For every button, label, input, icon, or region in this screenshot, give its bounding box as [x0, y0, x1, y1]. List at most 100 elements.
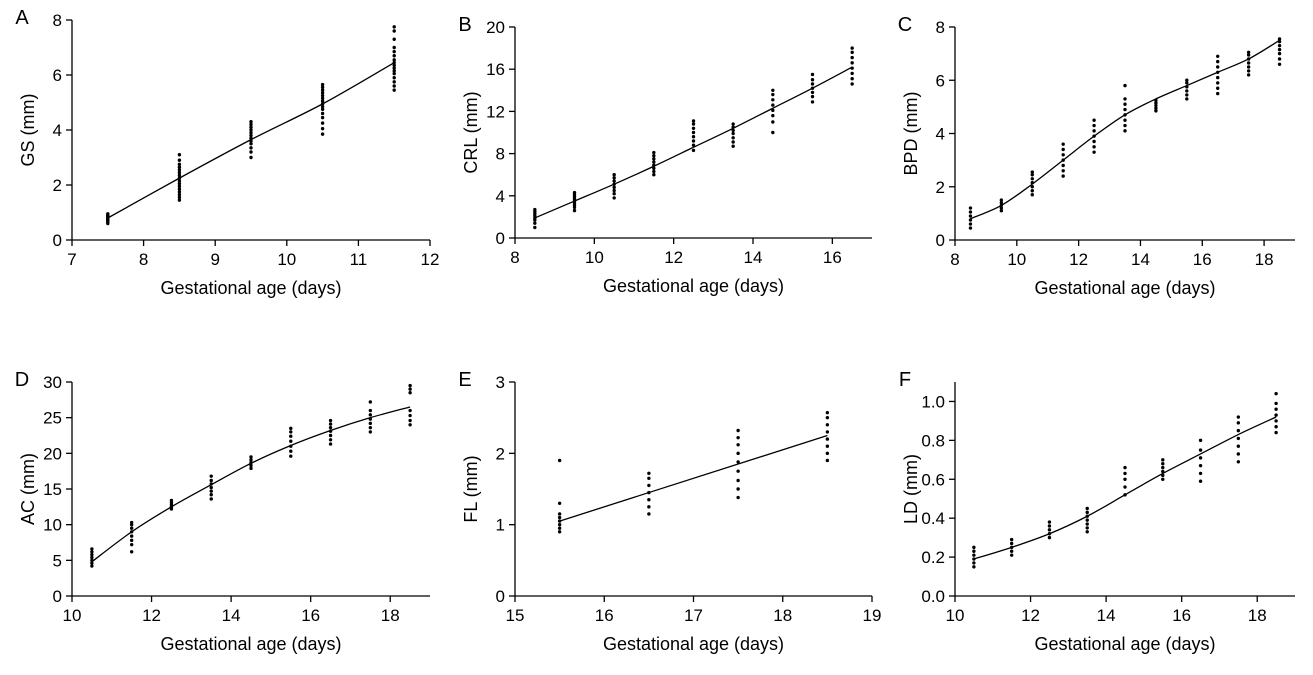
x-tick-label: 10 — [1007, 250, 1026, 269]
data-point — [1236, 415, 1241, 419]
data-point — [177, 153, 182, 157]
x-tick-label: 9 — [210, 250, 219, 269]
data-point — [647, 490, 651, 495]
y-tick-label: 30 — [43, 373, 62, 392]
data-point — [320, 99, 325, 103]
data-point — [557, 519, 562, 523]
x-axis-label: Gestational age (days) — [1034, 634, 1215, 654]
x-tick-label: 10 — [946, 606, 965, 625]
data-point — [1030, 189, 1034, 193]
data-point — [825, 410, 830, 415]
x-tick-label: 14 — [1131, 250, 1150, 269]
data-point — [647, 505, 651, 509]
data-point — [129, 534, 134, 538]
data-point — [90, 547, 94, 551]
y-tick-label: 4 — [496, 187, 505, 206]
x-tick-label: 12 — [1021, 606, 1040, 625]
data-point — [249, 125, 253, 129]
x-tick-label: 7 — [67, 250, 76, 269]
data-point — [392, 66, 396, 70]
data-point — [972, 549, 976, 553]
data-point — [320, 91, 325, 95]
data-point — [368, 417, 373, 421]
data-point — [771, 120, 775, 124]
data-point — [771, 103, 775, 107]
data-point — [392, 69, 396, 73]
data-point — [408, 423, 412, 427]
data-point — [825, 415, 830, 420]
data-point — [533, 207, 537, 212]
data-point — [1236, 421, 1241, 425]
data-point — [999, 203, 1004, 208]
data-point — [289, 426, 293, 431]
y-tick-label: 4 — [53, 121, 62, 140]
y-tick-label: 10 — [43, 516, 62, 535]
data-point — [1161, 465, 1165, 470]
x-tick-label: 12 — [664, 248, 683, 267]
data-point — [1061, 142, 1065, 146]
x-tick-label: 16 — [1172, 606, 1191, 625]
data-point — [289, 449, 293, 453]
data-point — [572, 208, 577, 213]
data-point — [1216, 75, 1220, 80]
data-point — [771, 108, 775, 113]
data-point — [1092, 145, 1096, 149]
data-point — [1030, 185, 1034, 189]
data-point — [736, 435, 740, 440]
panel-letter: D — [15, 369, 29, 391]
data-point — [209, 489, 213, 493]
data-point — [177, 190, 182, 194]
panel-letter: C — [898, 14, 912, 36]
data-point — [691, 139, 696, 143]
x-tick-label: 16 — [1193, 250, 1212, 269]
y-tick-label: 8 — [496, 145, 505, 164]
data-point — [691, 119, 696, 123]
y-tick-label: 2 — [53, 176, 62, 195]
y-tick-label: 15 — [43, 480, 62, 499]
data-point — [1123, 83, 1127, 88]
data-point — [652, 173, 656, 177]
data-point — [736, 451, 740, 456]
data-point — [1123, 465, 1127, 470]
data-point — [1198, 448, 1203, 452]
x-tick-label: 8 — [510, 248, 519, 267]
data-point — [1246, 53, 1251, 57]
data-point — [652, 169, 656, 174]
y-tick-label: 25 — [43, 409, 62, 428]
data-point — [1123, 477, 1127, 481]
x-tick-label: 19 — [863, 606, 882, 625]
data-point — [731, 136, 735, 140]
data-point — [612, 182, 616, 186]
data-point — [177, 168, 182, 172]
data-point — [328, 438, 333, 442]
x-tick-label: 16 — [595, 606, 614, 625]
data-point — [771, 98, 775, 102]
data-point — [647, 471, 651, 476]
panel-letter: B — [458, 14, 471, 36]
data-point — [825, 458, 830, 463]
panel-b: 0 4 8 12 16 20 8 10 12 14 16 Gestational age (days)… — [458, 14, 872, 296]
data-point — [1277, 62, 1282, 66]
data-point — [1085, 514, 1089, 518]
panel-c: 0 2 4 6 8 8 10 12 14 16 18 Gestational age (days) BP… — [898, 14, 1295, 298]
data-point — [1216, 91, 1220, 96]
data-point — [1246, 61, 1251, 65]
data-point — [209, 482, 213, 486]
data-point — [736, 495, 740, 500]
data-point — [1085, 518, 1089, 522]
data-point — [392, 71, 396, 76]
data-point — [1047, 532, 1052, 536]
data-point — [320, 96, 325, 101]
data-point — [1092, 118, 1096, 122]
data-point — [1123, 107, 1127, 112]
data-point — [1123, 485, 1127, 489]
data-point — [1047, 535, 1052, 540]
data-point — [328, 442, 333, 446]
data-point — [90, 550, 94, 554]
data-point — [771, 88, 775, 93]
y-tick-label: 16 — [486, 60, 505, 79]
data-point — [129, 520, 134, 525]
data-point — [1009, 545, 1014, 550]
data-point — [1236, 428, 1241, 433]
fit-line — [91, 406, 411, 563]
